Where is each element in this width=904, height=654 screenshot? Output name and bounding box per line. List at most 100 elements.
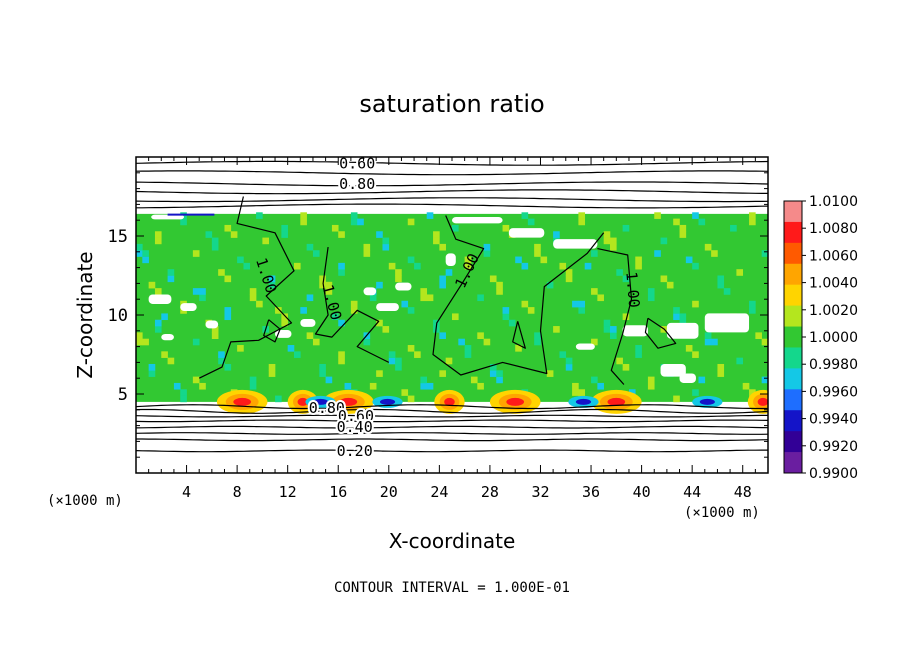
- field-cell: [224, 275, 232, 283]
- colorbar-swatch: [784, 201, 802, 223]
- field-cell: [534, 243, 541, 251]
- field-cell: [414, 351, 421, 358]
- field-cell: [578, 212, 586, 219]
- field-cell: [376, 319, 383, 327]
- field-cell: [319, 363, 326, 371]
- field-cell: [237, 345, 244, 352]
- contour-label: 0.60: [339, 154, 375, 172]
- field-cell: [761, 250, 768, 257]
- field-cell: [470, 376, 478, 384]
- field-cell: [401, 389, 409, 396]
- field-cell: [142, 250, 149, 257]
- plot-area: 0.600.801.001.001.00 1.000.800.600.400.20…: [108, 152, 769, 501]
- field-cell: [395, 275, 402, 283]
- colorbar-swatch: [784, 431, 802, 453]
- field-cell: [407, 395, 415, 403]
- field-cell: [281, 319, 288, 327]
- field-cell: [363, 338, 371, 346]
- field-cell: [300, 212, 307, 219]
- subsaturated-gap: [180, 303, 197, 312]
- field-cell: [211, 237, 219, 245]
- field-cell: [426, 382, 434, 390]
- colorbar-tick-label: 1.0020: [809, 303, 858, 319]
- field-cell: [249, 376, 257, 384]
- x-tick-label: 32: [531, 483, 549, 501]
- field-cell: [249, 382, 257, 390]
- field-cell: [559, 351, 567, 358]
- field-cell: [610, 326, 617, 333]
- field-cell: [154, 288, 162, 295]
- field-cell: [167, 275, 175, 283]
- x-axis-unit-left: (×1000 m): [47, 493, 123, 509]
- field-cell: [395, 269, 402, 276]
- field-cell: [420, 376, 428, 384]
- field-cell: [685, 256, 693, 264]
- field-cell: [622, 363, 630, 371]
- field-cell: [395, 363, 402, 371]
- field-cell: [698, 218, 706, 226]
- field-cell: [483, 338, 491, 346]
- field-cell: [268, 370, 276, 377]
- subsaturated-gap: [445, 253, 456, 267]
- x-tick-label: 4: [182, 483, 191, 501]
- colorbar-tick-label: 0.9960: [809, 384, 858, 400]
- field-cell: [249, 294, 257, 302]
- colorbar-swatch: [784, 263, 802, 286]
- cloud-base-patch: [607, 397, 626, 406]
- field-cell: [496, 281, 503, 289]
- field-cell: [521, 300, 529, 308]
- field-cell: [603, 326, 611, 333]
- field-cell: [439, 332, 446, 339]
- field-cell: [749, 389, 756, 396]
- x-axis-label: X-coordinate: [389, 529, 516, 553]
- field-cell: [262, 237, 270, 245]
- field-cell: [275, 307, 282, 314]
- contour-line: [136, 404, 768, 410]
- subsaturated-gap: [704, 313, 750, 333]
- field-cell: [224, 313, 232, 321]
- field-cell: [717, 370, 725, 377]
- field-cell: [180, 389, 187, 396]
- contour-line: [198, 196, 295, 379]
- field-cell: [654, 212, 661, 219]
- colorbar-swatch: [784, 242, 802, 265]
- field-cell: [420, 294, 428, 302]
- field-cell: [325, 376, 333, 384]
- field-cell: [489, 363, 497, 371]
- field-cell: [736, 269, 744, 276]
- contour-label: 0.80: [339, 175, 375, 193]
- field-cell: [464, 351, 472, 358]
- chart-title: saturation ratio: [359, 90, 544, 118]
- field-cell: [407, 218, 415, 226]
- field-cell: [521, 262, 529, 270]
- cloud-base-patch: [312, 398, 329, 405]
- contour-line: [644, 317, 677, 349]
- field-cell: [610, 243, 617, 251]
- field-cell: [407, 307, 415, 314]
- field-cell: [692, 351, 699, 358]
- field-cell: [654, 250, 661, 257]
- field-cell: [692, 300, 699, 308]
- contour-line: [136, 414, 768, 418]
- field-cell: [420, 382, 428, 390]
- field-cell: [350, 307, 358, 314]
- field-cell: [287, 345, 295, 352]
- field-cell: [350, 212, 358, 219]
- subsaturated-gap: [395, 282, 412, 291]
- subsaturated-gap: [161, 333, 174, 341]
- field-cell: [325, 288, 333, 295]
- contour-label: 1.00: [622, 271, 643, 309]
- contour-line: [136, 203, 768, 209]
- field-cell: [192, 376, 200, 384]
- colorbar-swatch: [784, 410, 802, 432]
- contour-line: [136, 449, 768, 453]
- field-cell: [350, 218, 358, 226]
- field-cell: [224, 224, 232, 232]
- field-cell: [180, 218, 187, 226]
- field-cell: [692, 389, 699, 396]
- field-cell: [439, 281, 446, 289]
- y-tick-label: 15: [108, 227, 128, 247]
- field-cell: [502, 307, 510, 314]
- field-cell: [666, 281, 674, 289]
- colorbar-swatch: [784, 221, 802, 244]
